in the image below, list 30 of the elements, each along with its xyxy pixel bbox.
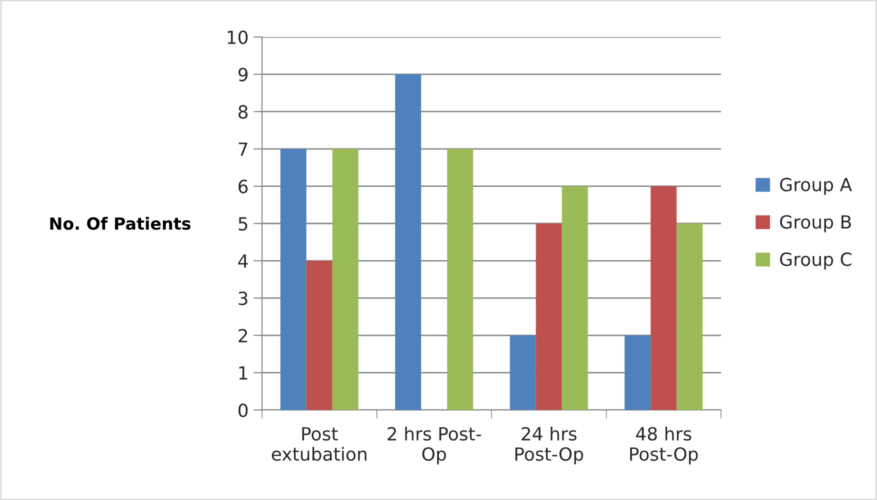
y-tick-label: 5 (238, 217, 248, 231)
y-tick-label: 2 (238, 328, 247, 342)
bar (624, 335, 651, 410)
x-tick-label: 24 hrs Post-Op (515, 426, 584, 464)
bar (536, 224, 562, 410)
y-tick-label: 3 (238, 292, 248, 306)
y-tick-label: 8 (238, 105, 248, 119)
y-axis-title: No. Of Patients (50, 216, 190, 230)
x-tick-label: 2 hrs Post- Op (388, 426, 482, 464)
y-tick-label: 10 (228, 30, 248, 44)
y-tick-label: 1 (239, 366, 248, 380)
bar (447, 148, 474, 410)
y-tick-label: 4 (238, 254, 248, 268)
y-tick-label: 0 (238, 403, 248, 418)
bar (510, 335, 536, 410)
bar (676, 224, 703, 410)
y-tick-label: 9 (238, 68, 248, 82)
bar (650, 186, 677, 410)
legend-label: Group A (780, 178, 852, 195)
bar (280, 148, 306, 410)
legend-label: Group C (780, 252, 852, 270)
bar (395, 74, 422, 410)
bar (306, 260, 332, 410)
bar (332, 148, 358, 410)
x-tick-label: Post extubation (272, 427, 366, 461)
bar (562, 186, 588, 410)
y-tick-label: 6 (238, 180, 248, 194)
y-tick-label: 7 (238, 142, 248, 156)
x-tick-label: 48 hrs Post-Op (630, 426, 698, 464)
legend-label: Group B (780, 215, 851, 232)
